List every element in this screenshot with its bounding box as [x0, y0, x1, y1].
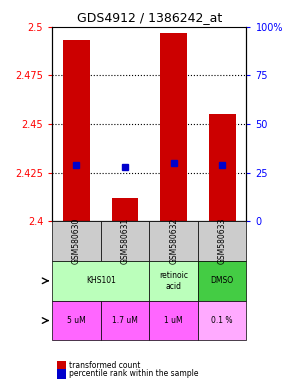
Bar — [57, 369, 66, 379]
Bar — [209, 114, 235, 221]
Text: GSM580631: GSM580631 — [121, 218, 130, 264]
Bar — [112, 198, 138, 221]
Text: GSM580632: GSM580632 — [169, 218, 178, 264]
Text: 5 uM: 5 uM — [67, 316, 86, 325]
Text: GSM580630: GSM580630 — [72, 218, 81, 264]
FancyBboxPatch shape — [198, 261, 246, 301]
Text: GSM580633: GSM580633 — [218, 218, 227, 264]
Text: transformed count: transformed count — [69, 361, 141, 370]
Bar — [57, 361, 66, 371]
Text: dose: dose — [0, 383, 1, 384]
FancyBboxPatch shape — [52, 261, 149, 301]
FancyBboxPatch shape — [198, 221, 246, 261]
FancyBboxPatch shape — [52, 301, 101, 341]
Text: 1.7 uM: 1.7 uM — [112, 316, 138, 325]
Text: KHS101: KHS101 — [86, 276, 116, 285]
FancyBboxPatch shape — [149, 301, 198, 341]
Text: 1 uM: 1 uM — [164, 316, 183, 325]
Text: percentile rank within the sample: percentile rank within the sample — [69, 369, 199, 378]
Title: GDS4912 / 1386242_at: GDS4912 / 1386242_at — [77, 11, 222, 24]
Text: agent: agent — [0, 383, 1, 384]
FancyBboxPatch shape — [149, 221, 198, 261]
FancyBboxPatch shape — [52, 221, 101, 261]
FancyBboxPatch shape — [101, 221, 149, 261]
FancyBboxPatch shape — [101, 301, 149, 341]
Bar — [160, 33, 187, 221]
FancyBboxPatch shape — [149, 261, 198, 301]
Bar — [63, 40, 90, 221]
Text: 0.1 %: 0.1 % — [211, 316, 233, 325]
Text: retinoic
acid: retinoic acid — [159, 271, 188, 291]
FancyBboxPatch shape — [198, 301, 246, 341]
Text: DMSO: DMSO — [211, 276, 234, 285]
